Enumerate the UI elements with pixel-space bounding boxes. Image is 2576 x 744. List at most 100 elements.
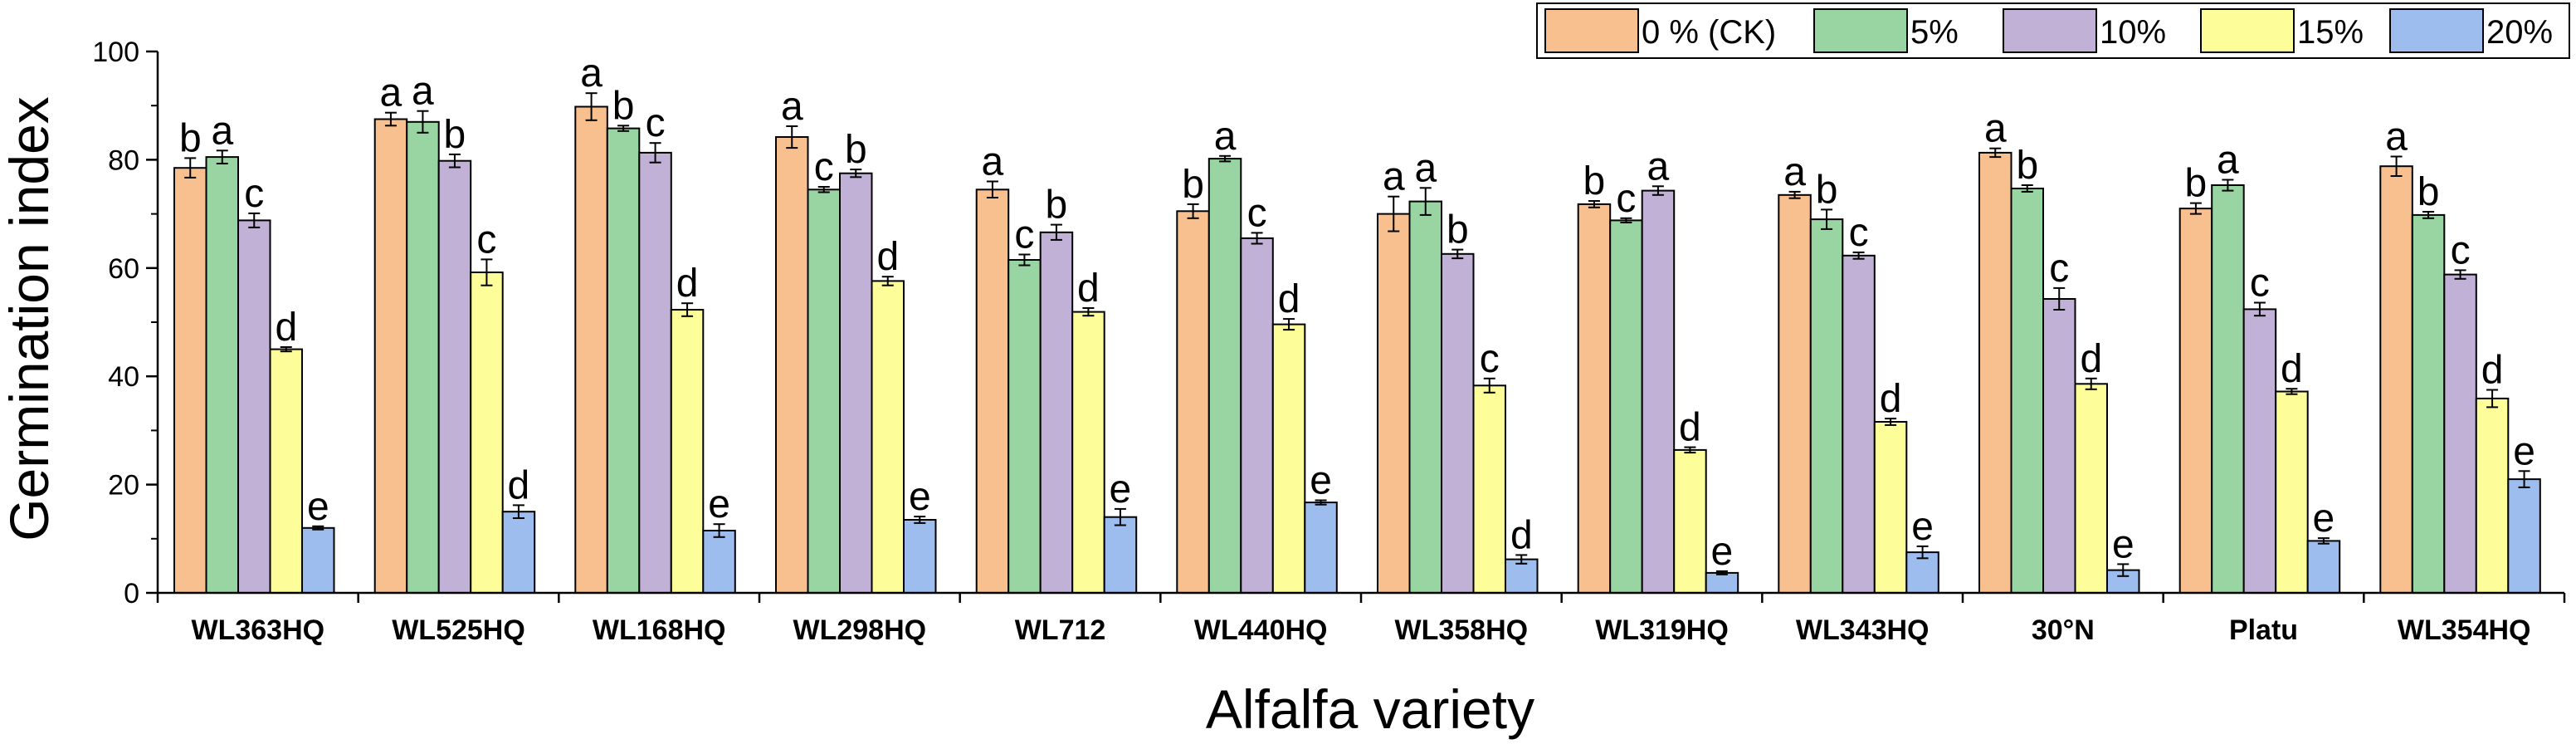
- bar: [1505, 558, 1539, 594]
- bar: [1873, 421, 1908, 594]
- significance-letter: d: [876, 235, 899, 279]
- bar: [2507, 478, 2541, 594]
- x-tick-label: WL319HQ: [1595, 614, 1729, 646]
- x-tick-label: WL440HQ: [1194, 614, 1328, 646]
- bar: [1007, 259, 1042, 594]
- significance-letter: a: [982, 140, 1004, 184]
- significance-letter: a: [1783, 150, 1806, 194]
- bar: [2178, 208, 2213, 594]
- significance-letter: a: [2217, 139, 2239, 183]
- significance-letter: c: [1247, 191, 1267, 235]
- significance-letter: e: [1110, 467, 1132, 512]
- bar: [1271, 323, 1306, 594]
- significance-letter: b: [1583, 159, 1606, 203]
- significance-letter: d: [1278, 277, 1300, 321]
- bar: [205, 156, 239, 595]
- significance-letter: c: [1616, 177, 1636, 221]
- bar: [1408, 200, 1442, 594]
- significance-letter: c: [2049, 247, 2069, 291]
- significance-letter: d: [2281, 347, 2303, 391]
- significance-letter: e: [2513, 429, 2535, 473]
- bar: [638, 151, 672, 594]
- bar: [1577, 203, 1612, 594]
- bar: [1978, 151, 2013, 594]
- bar: [702, 530, 736, 594]
- bar: [1039, 231, 1074, 594]
- bar: [1240, 237, 1274, 594]
- bar: [2411, 213, 2446, 594]
- bar: [839, 172, 873, 594]
- significance-letter: b: [1447, 208, 1469, 252]
- legend-label: 20%: [2486, 14, 2553, 51]
- x-tick-label: WL168HQ: [593, 614, 726, 646]
- legend-label: 5%: [1910, 14, 1959, 51]
- y-tick-label: 20: [108, 470, 139, 502]
- x-tick-label: WL343HQ: [1796, 614, 1930, 646]
- significance-letter: d: [275, 306, 297, 350]
- y-tick-label: 60: [108, 253, 139, 285]
- significance-letter: a: [211, 109, 233, 153]
- bar: [501, 511, 536, 595]
- significance-letter: c: [1480, 337, 1500, 381]
- significance-letter: c: [244, 172, 264, 216]
- significance-letter: d: [1880, 377, 1902, 421]
- x-tick-label: WL354HQ: [2398, 614, 2531, 646]
- bar: [1176, 210, 1210, 595]
- bar: [2242, 308, 2277, 594]
- significance-letter: b: [179, 116, 202, 160]
- bar: [2275, 390, 2309, 594]
- bar: [1609, 219, 1643, 594]
- bar: [1705, 571, 1739, 595]
- significance-letter: d: [1510, 513, 1533, 557]
- significance-letter: e: [1711, 530, 1734, 574]
- y-tick-label: 40: [108, 361, 139, 393]
- bar: [1103, 516, 1138, 595]
- significance-letter: b: [612, 84, 635, 128]
- significance-letter: c: [814, 145, 834, 189]
- significance-letter: a: [2385, 115, 2408, 159]
- y-tick-label: 0: [124, 578, 139, 609]
- x-tick-label: 30°N: [2032, 614, 2095, 646]
- bar: [2475, 397, 2510, 594]
- significance-letter: a: [781, 85, 803, 129]
- significance-letter: d: [2481, 349, 2504, 393]
- significance-letter: a: [412, 70, 434, 114]
- significance-letter: a: [380, 71, 402, 115]
- legend-swatch: [2200, 8, 2295, 53]
- bar: [975, 188, 1010, 595]
- significance-letter: c: [1014, 213, 1034, 257]
- bar: [1441, 252, 1475, 594]
- significance-letter: b: [2185, 162, 2208, 206]
- significance-letter: e: [2313, 497, 2335, 541]
- significance-letter: d: [1077, 267, 1100, 311]
- bar: [903, 519, 937, 594]
- bar: [1641, 189, 1676, 594]
- y-tick-label: 80: [108, 144, 139, 176]
- significance-letter: d: [1679, 406, 1701, 450]
- significance-letter: a: [1214, 115, 1237, 159]
- bar: [437, 159, 472, 594]
- bar: [2306, 540, 2341, 595]
- legend-swatch: [2389, 8, 2484, 53]
- significance-letter: b: [1182, 163, 1204, 207]
- significance-letter: c: [2250, 262, 2270, 306]
- bar: [871, 280, 905, 594]
- x-tick-label: WL525HQ: [392, 614, 525, 646]
- bar: [2443, 273, 2477, 594]
- y-tick-label: 100: [92, 37, 139, 68]
- x-tick-label: WL358HQ: [1395, 614, 1529, 646]
- bar: [1842, 254, 1876, 594]
- legend-swatch: [1813, 8, 1908, 53]
- axes-layer: 0 20 40 60 80 100 WL363HQ WL525HQ WL168HQ WL298HQ…: [92, 37, 2566, 646]
- significance-letter: a: [1647, 144, 1670, 188]
- significance-letter: e: [909, 475, 931, 519]
- legend-swatch: [2003, 8, 2097, 53]
- bar: [2379, 165, 2413, 594]
- bar: [574, 105, 608, 594]
- significance-letter: b: [2016, 144, 2038, 188]
- bar: [2074, 383, 2108, 594]
- significance-letter: c: [476, 218, 496, 262]
- significance-letter: c: [2451, 228, 2471, 272]
- bar: [1071, 311, 1105, 594]
